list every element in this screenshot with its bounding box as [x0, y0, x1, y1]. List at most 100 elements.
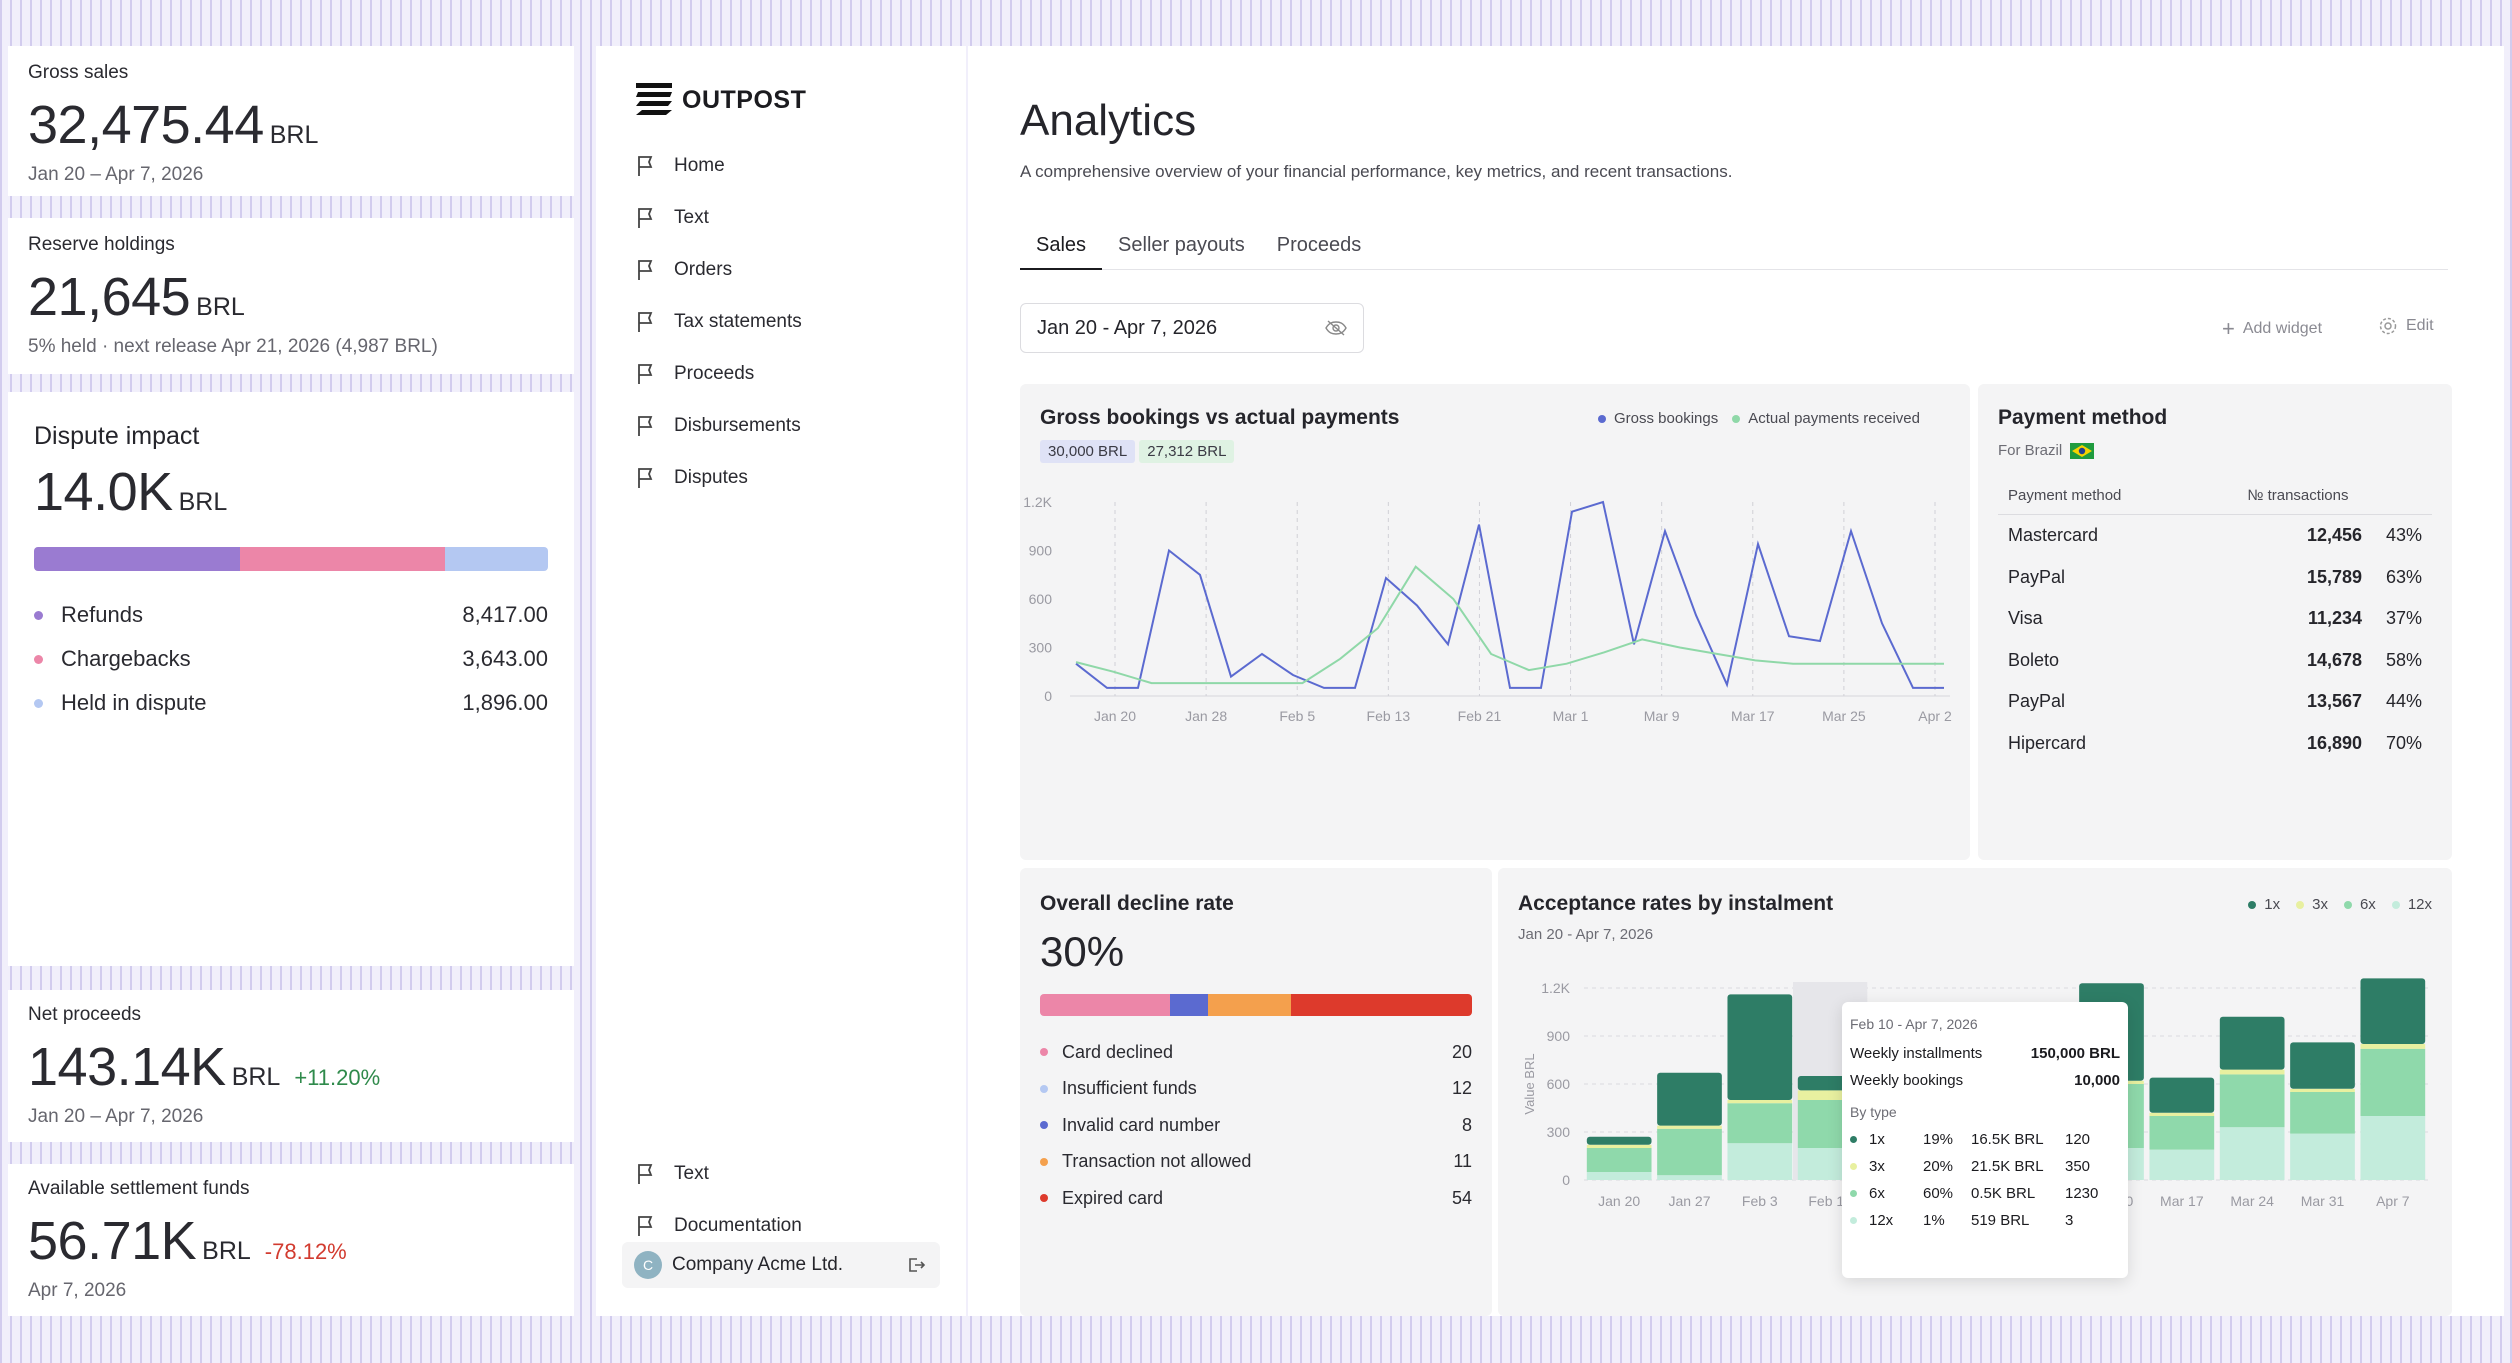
x-tick-label: Apr 2: [1918, 708, 1952, 724]
payment-method-panel: Payment method For Brazil Payment method…: [1978, 384, 2452, 860]
bar-3x[interactable]: [1586, 1144, 1652, 1148]
edit-button[interactable]: Edit: [2378, 316, 2434, 336]
gross-bookings-panel: Gross bookings vs actual payments Gross …: [1020, 384, 1970, 860]
bar-1x[interactable]: [2360, 978, 2426, 1044]
table-row[interactable]: Boleto 14,678 58%: [1998, 640, 2432, 682]
brand[interactable]: OUTPOST: [636, 80, 966, 120]
nav-tax-statements[interactable]: Tax statements: [636, 296, 966, 348]
eye-off-icon[interactable]: [1325, 320, 1347, 336]
nav-proceeds[interactable]: Proceeds: [636, 348, 966, 400]
bar-6x[interactable]: [2360, 1048, 2426, 1116]
refunds-value: 8,417.00: [462, 602, 548, 627]
flag-icon: [638, 260, 653, 280]
bar-12x[interactable]: [2360, 1116, 2426, 1180]
nav-disbursements-label: Disbursements: [674, 415, 801, 436]
page-subtitle: A comprehensive overview of your financi…: [1020, 162, 1733, 181]
bar-3x[interactable]: [1657, 1125, 1722, 1129]
y-tick-label: 1.2K: [1541, 980, 1570, 996]
nav-documentation[interactable]: Documentation: [636, 1200, 936, 1252]
nav-proceeds-label: Proceeds: [674, 363, 755, 384]
nav-disbursements[interactable]: Disbursements: [636, 400, 966, 452]
bar-6x[interactable]: [1586, 1148, 1652, 1172]
table-row[interactable]: Mastercard 12,456 43%: [1998, 515, 2432, 557]
x-tick-label: Mar 9: [1644, 708, 1680, 724]
bar-3x[interactable]: [1797, 1090, 1863, 1100]
method-name: Visa: [2008, 608, 2043, 629]
date-range-picker[interactable]: Jan 20 - Apr 7, 2026: [1020, 303, 1364, 353]
bar-6x[interactable]: [1727, 1103, 1793, 1144]
decline-item-label: Card declined: [1062, 1041, 1174, 1062]
bar-1x[interactable]: [1727, 994, 1793, 1100]
payment-method-table: Payment method № transactions Mastercard…: [1998, 477, 2432, 764]
reserve-unit: BRL: [196, 293, 245, 321]
legend-refunds: Refunds 8,417.00: [34, 593, 548, 637]
tab-proceeds[interactable]: Proceeds: [1276, 233, 1362, 256]
bar-12x[interactable]: [2219, 1127, 2285, 1180]
bar-1x[interactable]: [2219, 1016, 2285, 1070]
refunds-dot: [34, 610, 43, 620]
table-row[interactable]: Visa 11,234 37%: [1998, 598, 2432, 640]
bar-segment: [1169, 994, 1209, 1016]
nav-text[interactable]: Text: [636, 192, 966, 244]
decline-item-value: 8: [1461, 1114, 1472, 1135]
bar-6x[interactable]: [2290, 1092, 2355, 1134]
bar-1x[interactable]: [2290, 1042, 2355, 1089]
legend-held: Held in dispute 1,896.00: [34, 681, 548, 725]
tab-sales[interactable]: Sales: [1020, 222, 1103, 270]
company-switcher[interactable]: C Company Acme Ltd.: [622, 1242, 940, 1288]
bar-12x[interactable]: [2149, 1149, 2215, 1180]
reserve-value: 21,645: [28, 267, 191, 327]
payment-method-title: Payment method: [1998, 406, 2168, 429]
tooltip-bookings-label: Weekly bookings: [1850, 1072, 1964, 1089]
gross-chart-badges: 30,000 BRL 27,312 BRL: [1040, 440, 1235, 463]
gross-chart-legend: Gross bookings Actual payments received: [1598, 410, 1920, 427]
settlement-card: Available settlement funds 56.71K BRL -78.…: [8, 1164, 574, 1316]
bar-12x[interactable]: [2290, 1133, 2355, 1180]
method-pct: 44%: [2385, 691, 2422, 712]
flag-icon: [638, 1216, 653, 1236]
nav-bottom-text[interactable]: Text: [636, 1148, 936, 1200]
legend-dot: [1850, 1217, 1857, 1224]
decline-item: Transaction not allowed 11: [1040, 1144, 1472, 1181]
tt-count: 120: [2065, 1131, 2091, 1148]
legend-dot: [1040, 1194, 1048, 1203]
held-label: Held in dispute: [61, 690, 207, 715]
bar-3x[interactable]: [2290, 1088, 2355, 1092]
tt-pct: 19%: [1923, 1131, 1954, 1148]
method-pct: 58%: [2385, 649, 2422, 670]
table-row[interactable]: PayPal 15,789 63%: [1998, 557, 2432, 599]
dispute-value: 14.0K: [34, 462, 173, 522]
bar-12x[interactable]: [1727, 1143, 1793, 1180]
nav-orders[interactable]: Orders: [636, 244, 966, 296]
acceptance-title: Acceptance rates by instalment: [1518, 892, 1834, 915]
add-widget-button[interactable]: + Add widget: [2222, 316, 2322, 342]
col-payment-method: Payment method: [1998, 477, 2238, 515]
tt-label: 1x: [1869, 1131, 1885, 1148]
bar-6x[interactable]: [1657, 1128, 1722, 1176]
gross-sales-period: Jan 20 – Apr 7, 2026: [28, 164, 204, 185]
bar-3x[interactable]: [2149, 1112, 2215, 1116]
nav-disputes[interactable]: Disputes: [636, 452, 966, 504]
nav-home[interactable]: Home: [636, 140, 966, 192]
bar-6x[interactable]: [2149, 1116, 2215, 1150]
legend-dot: [2248, 900, 2257, 909]
bar-12x[interactable]: [1586, 1172, 1652, 1180]
gross-sales-label: Gross sales: [28, 62, 129, 83]
table-row[interactable]: Hipercard 16,890 70%: [1998, 723, 2432, 765]
tooltip-date: Feb 10 - Apr 7, 2026: [1850, 1016, 1978, 1032]
logout-icon[interactable]: [906, 1255, 926, 1275]
gross-sales-unit: BRL: [269, 121, 319, 149]
bar-3x[interactable]: [2360, 1044, 2426, 1049]
bar-3x[interactable]: [2219, 1069, 2285, 1075]
net-proceeds-unit: BRL: [231, 1063, 281, 1091]
table-row[interactable]: PayPal 13,567 44%: [1998, 681, 2432, 723]
tab-seller-payouts[interactable]: Seller payouts: [1118, 233, 1245, 256]
bar-1x[interactable]: [2149, 1077, 2215, 1113]
bar-12x[interactable]: [1657, 1175, 1722, 1180]
flag-icon: [638, 208, 653, 228]
bar-3x[interactable]: [1727, 1100, 1793, 1104]
decline-item-value: 12: [1451, 1078, 1472, 1099]
bar-6x[interactable]: [2219, 1074, 2285, 1128]
bar-1x[interactable]: [1586, 1136, 1652, 1145]
bar-1x[interactable]: [1657, 1072, 1722, 1126]
